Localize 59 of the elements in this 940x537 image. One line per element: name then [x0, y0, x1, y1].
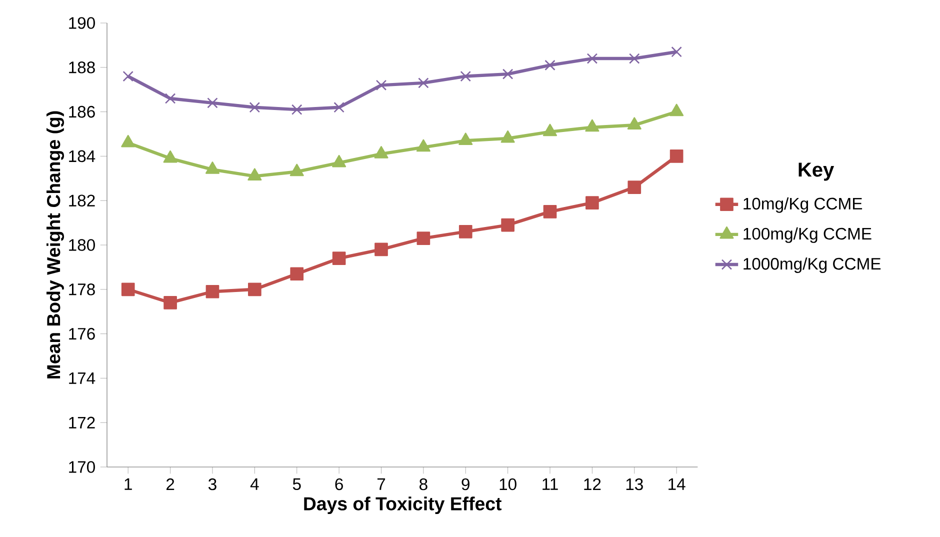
x-tick-label: 2: [166, 478, 174, 490]
point: [164, 296, 177, 310]
legend-label: 100mg/Kg CCME: [744, 227, 872, 243]
point: [543, 205, 557, 218]
x-axis-title: Days of Toxicity Effect: [304, 496, 502, 514]
y-tick-label: 184: [69, 150, 96, 162]
y-axis-title: Mean Body Weight Change (g): [46, 111, 64, 378]
y-tick-label: 176: [69, 328, 95, 340]
x-tick-label: 6: [335, 478, 343, 490]
y-tick-label: 180: [69, 239, 95, 251]
x-tick-label: 4: [250, 478, 259, 490]
point: [332, 252, 346, 265]
point: [207, 98, 218, 108]
point: [629, 53, 640, 64]
point: [671, 46, 682, 58]
y-tick-label: 190: [69, 17, 95, 29]
point: [544, 60, 556, 71]
point: [502, 68, 514, 80]
point: [291, 104, 302, 115]
point: [248, 282, 262, 296]
y-tick-label: 170: [69, 461, 95, 473]
point: [418, 78, 429, 88]
point: [164, 93, 176, 104]
x-tick-label: 9: [462, 478, 470, 490]
x-tick-label: 10: [500, 478, 516, 490]
x-tick-label: 8: [420, 478, 428, 490]
x-tick-label: 1: [124, 478, 132, 490]
point: [586, 53, 598, 64]
point: [249, 102, 260, 113]
y-tick-label: 188: [69, 62, 95, 74]
point: [501, 218, 514, 232]
x-tick-label: 7: [377, 478, 386, 490]
point: [376, 80, 387, 91]
y-tick-label: 182: [69, 194, 95, 207]
legend-label: 1000mg/Kg CCME: [744, 257, 881, 274]
x-tick-label: 3: [208, 478, 216, 490]
point: [290, 267, 304, 281]
point: [586, 196, 599, 210]
y-tick-label: 178: [69, 284, 95, 296]
point: [122, 70, 134, 82]
x-tick-label: 14: [668, 478, 686, 490]
y-tick-label: 172: [69, 416, 95, 428]
x-tick-label: 5: [292, 478, 301, 490]
legend-label: 10mg/Kg CCME: [744, 197, 862, 213]
x-tick-label: 12: [584, 478, 601, 490]
point: [416, 232, 430, 246]
point: [121, 282, 135, 296]
point: [460, 70, 472, 82]
point: [334, 102, 344, 113]
y-tick-label: 174: [69, 372, 96, 384]
legend-title: Key: [798, 162, 834, 181]
y-tick-label: 186: [69, 106, 95, 118]
x-tick-label: 13: [626, 478, 643, 490]
point: [628, 180, 642, 194]
point: [670, 150, 684, 163]
x-tick-label: 11: [542, 478, 558, 490]
point: [458, 225, 472, 238]
point: [374, 242, 388, 256]
point: [206, 284, 220, 298]
